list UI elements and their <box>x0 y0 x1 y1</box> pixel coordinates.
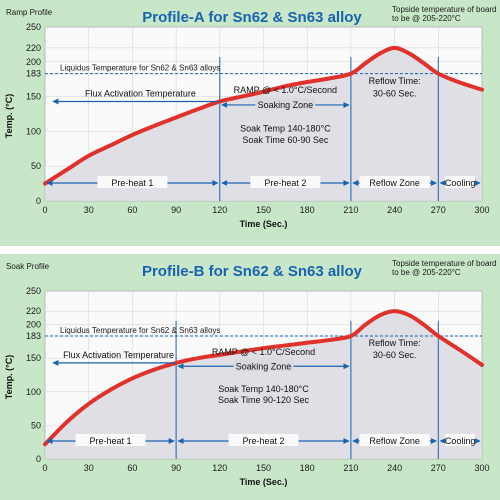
y-tick-label: 220 <box>26 306 41 316</box>
y-axis-label: Temp. (°C) <box>4 355 14 399</box>
flux-activation-label: Flux Activation Temperature <box>63 350 174 360</box>
phase-label-bg <box>97 176 168 188</box>
x-axis-label: Time (Sec.) <box>240 219 288 229</box>
soaking-zone-label: Soaking Zone <box>236 361 292 371</box>
x-tick-label: 150 <box>256 205 271 215</box>
phase-label: Pre-heat 2 <box>242 436 284 446</box>
x-axis-label: Time (Sec.) <box>240 477 288 487</box>
x-tick-label: 150 <box>256 463 271 473</box>
x-tick-label: 60 <box>127 463 137 473</box>
topside-note-line2: to be @ 205-220°C <box>392 268 461 277</box>
x-tick-label: 120 <box>212 463 227 473</box>
ramp-rate-label: RAMP @ < 1.0°C/Second <box>212 347 315 357</box>
x-tick-label: 180 <box>300 463 315 473</box>
y-axis-label: Temp. (°C) <box>4 94 14 138</box>
chart-title: Profile-B for Sn62 & Sn63 alloy <box>142 263 363 280</box>
phase-label: Cooling <box>445 178 476 188</box>
y-tick-label: 50 <box>31 161 41 171</box>
y-tick-label: 183 <box>26 69 41 79</box>
chart-panel-1: Liquidus Temperature for Sn62 & Sn63 all… <box>0 0 500 246</box>
x-tick-label: 120 <box>212 205 227 215</box>
temperature-profile-line <box>43 45 484 186</box>
y-tick-label: 183 <box>26 331 41 341</box>
liquidus-label: Liquidus Temperature for Sn62 & Sn63 all… <box>60 326 220 335</box>
curve-area-fill <box>45 311 482 459</box>
x-tick-label: 240 <box>387 205 402 215</box>
x-tick-label: 0 <box>42 463 47 473</box>
x-tick-label: 210 <box>343 205 358 215</box>
phase-label: Pre-heat 1 <box>111 178 153 188</box>
y-tick-label: 220 <box>26 43 41 53</box>
phase-label: Cooling <box>445 436 476 446</box>
x-tick-label: 90 <box>171 205 181 215</box>
x-tick-label: 240 <box>387 463 402 473</box>
phase-label-bg <box>359 176 430 188</box>
soak-time-label: Soak Time 60-90 Sec <box>242 135 329 145</box>
profile-type-label: Ramp Profile <box>6 8 53 17</box>
profile-type-label: Soak Profile <box>6 262 50 271</box>
reflow-time-label: Reflow Time: <box>369 338 421 348</box>
y-tick-label: 250 <box>26 286 41 296</box>
y-tick-label: 150 <box>26 92 41 102</box>
y-tick-label: 50 <box>31 420 41 430</box>
phase-label: Reflow Zone <box>369 436 420 446</box>
soaking-label-bg <box>255 97 316 110</box>
topside-note-line1: Topside temperature of board <box>392 5 497 14</box>
phase-label: Pre-heat 1 <box>90 436 132 446</box>
chart-title: Profile-A for Sn62 & Sn63 alloy <box>142 9 362 26</box>
reflow-time-value: 30-60 Sec. <box>373 350 417 360</box>
y-tick-label: 150 <box>26 353 41 363</box>
temperature-profile-line <box>43 309 484 447</box>
x-tick-label: 210 <box>343 463 358 473</box>
y-tick-label: 100 <box>26 387 41 397</box>
phase-label: Pre-heat 2 <box>264 178 306 188</box>
x-tick-label: 270 <box>431 205 446 215</box>
x-tick-label: 60 <box>127 205 137 215</box>
ramp-rate-label: RAMP @ < 1.0°C/Second <box>234 85 337 95</box>
chart-panel-2: Liquidus Temperature for Sn62 & Sn63 all… <box>0 254 500 500</box>
x-tick-label: 0 <box>42 205 47 215</box>
curve-area-fill <box>45 47 482 201</box>
phase-label-bg <box>250 176 321 188</box>
phase-label-bg <box>75 434 146 446</box>
y-tick-label: 0 <box>36 454 41 464</box>
soak-temp-label: Soak Temp 140-180°C <box>218 384 309 394</box>
x-tick-label: 90 <box>171 463 181 473</box>
liquidus-label: Liquidus Temperature for Sn62 & Sn63 all… <box>60 64 220 73</box>
topside-note-line2: to be @ 205-220°C <box>392 14 461 23</box>
y-tick-label: 250 <box>26 22 41 32</box>
phase-label-bg <box>359 434 430 446</box>
phase-label-bg <box>445 176 475 188</box>
flux-activation-label: Flux Activation Temperature <box>85 88 196 98</box>
x-tick-label: 270 <box>431 463 446 473</box>
x-tick-label: 300 <box>474 463 489 473</box>
y-tick-label: 100 <box>26 126 41 136</box>
y-tick-label: 0 <box>36 196 41 206</box>
soak-temp-label: Soak Temp 140-180°C <box>240 123 331 133</box>
phase-label-bg <box>445 434 475 446</box>
x-tick-label: 30 <box>84 205 94 215</box>
phase-label-bg <box>228 434 299 446</box>
soak-time-label: Soak Time 90-120 Sec <box>218 395 310 405</box>
y-tick-label: 200 <box>26 320 41 330</box>
soaking-zone-label: Soaking Zone <box>258 100 314 110</box>
x-tick-label: 30 <box>84 463 94 473</box>
phase-label: Reflow Zone <box>369 178 420 188</box>
x-tick-label: 300 <box>474 205 489 215</box>
x-tick-label: 180 <box>300 205 315 215</box>
soaking-label-bg <box>233 359 294 372</box>
reflow-time-value: 30-60 Sec. <box>373 89 417 99</box>
reflow-time-label: Reflow Time: <box>369 76 421 86</box>
y-tick-label: 200 <box>26 57 41 67</box>
topside-note-line1: Topside temperature of board <box>392 259 497 268</box>
